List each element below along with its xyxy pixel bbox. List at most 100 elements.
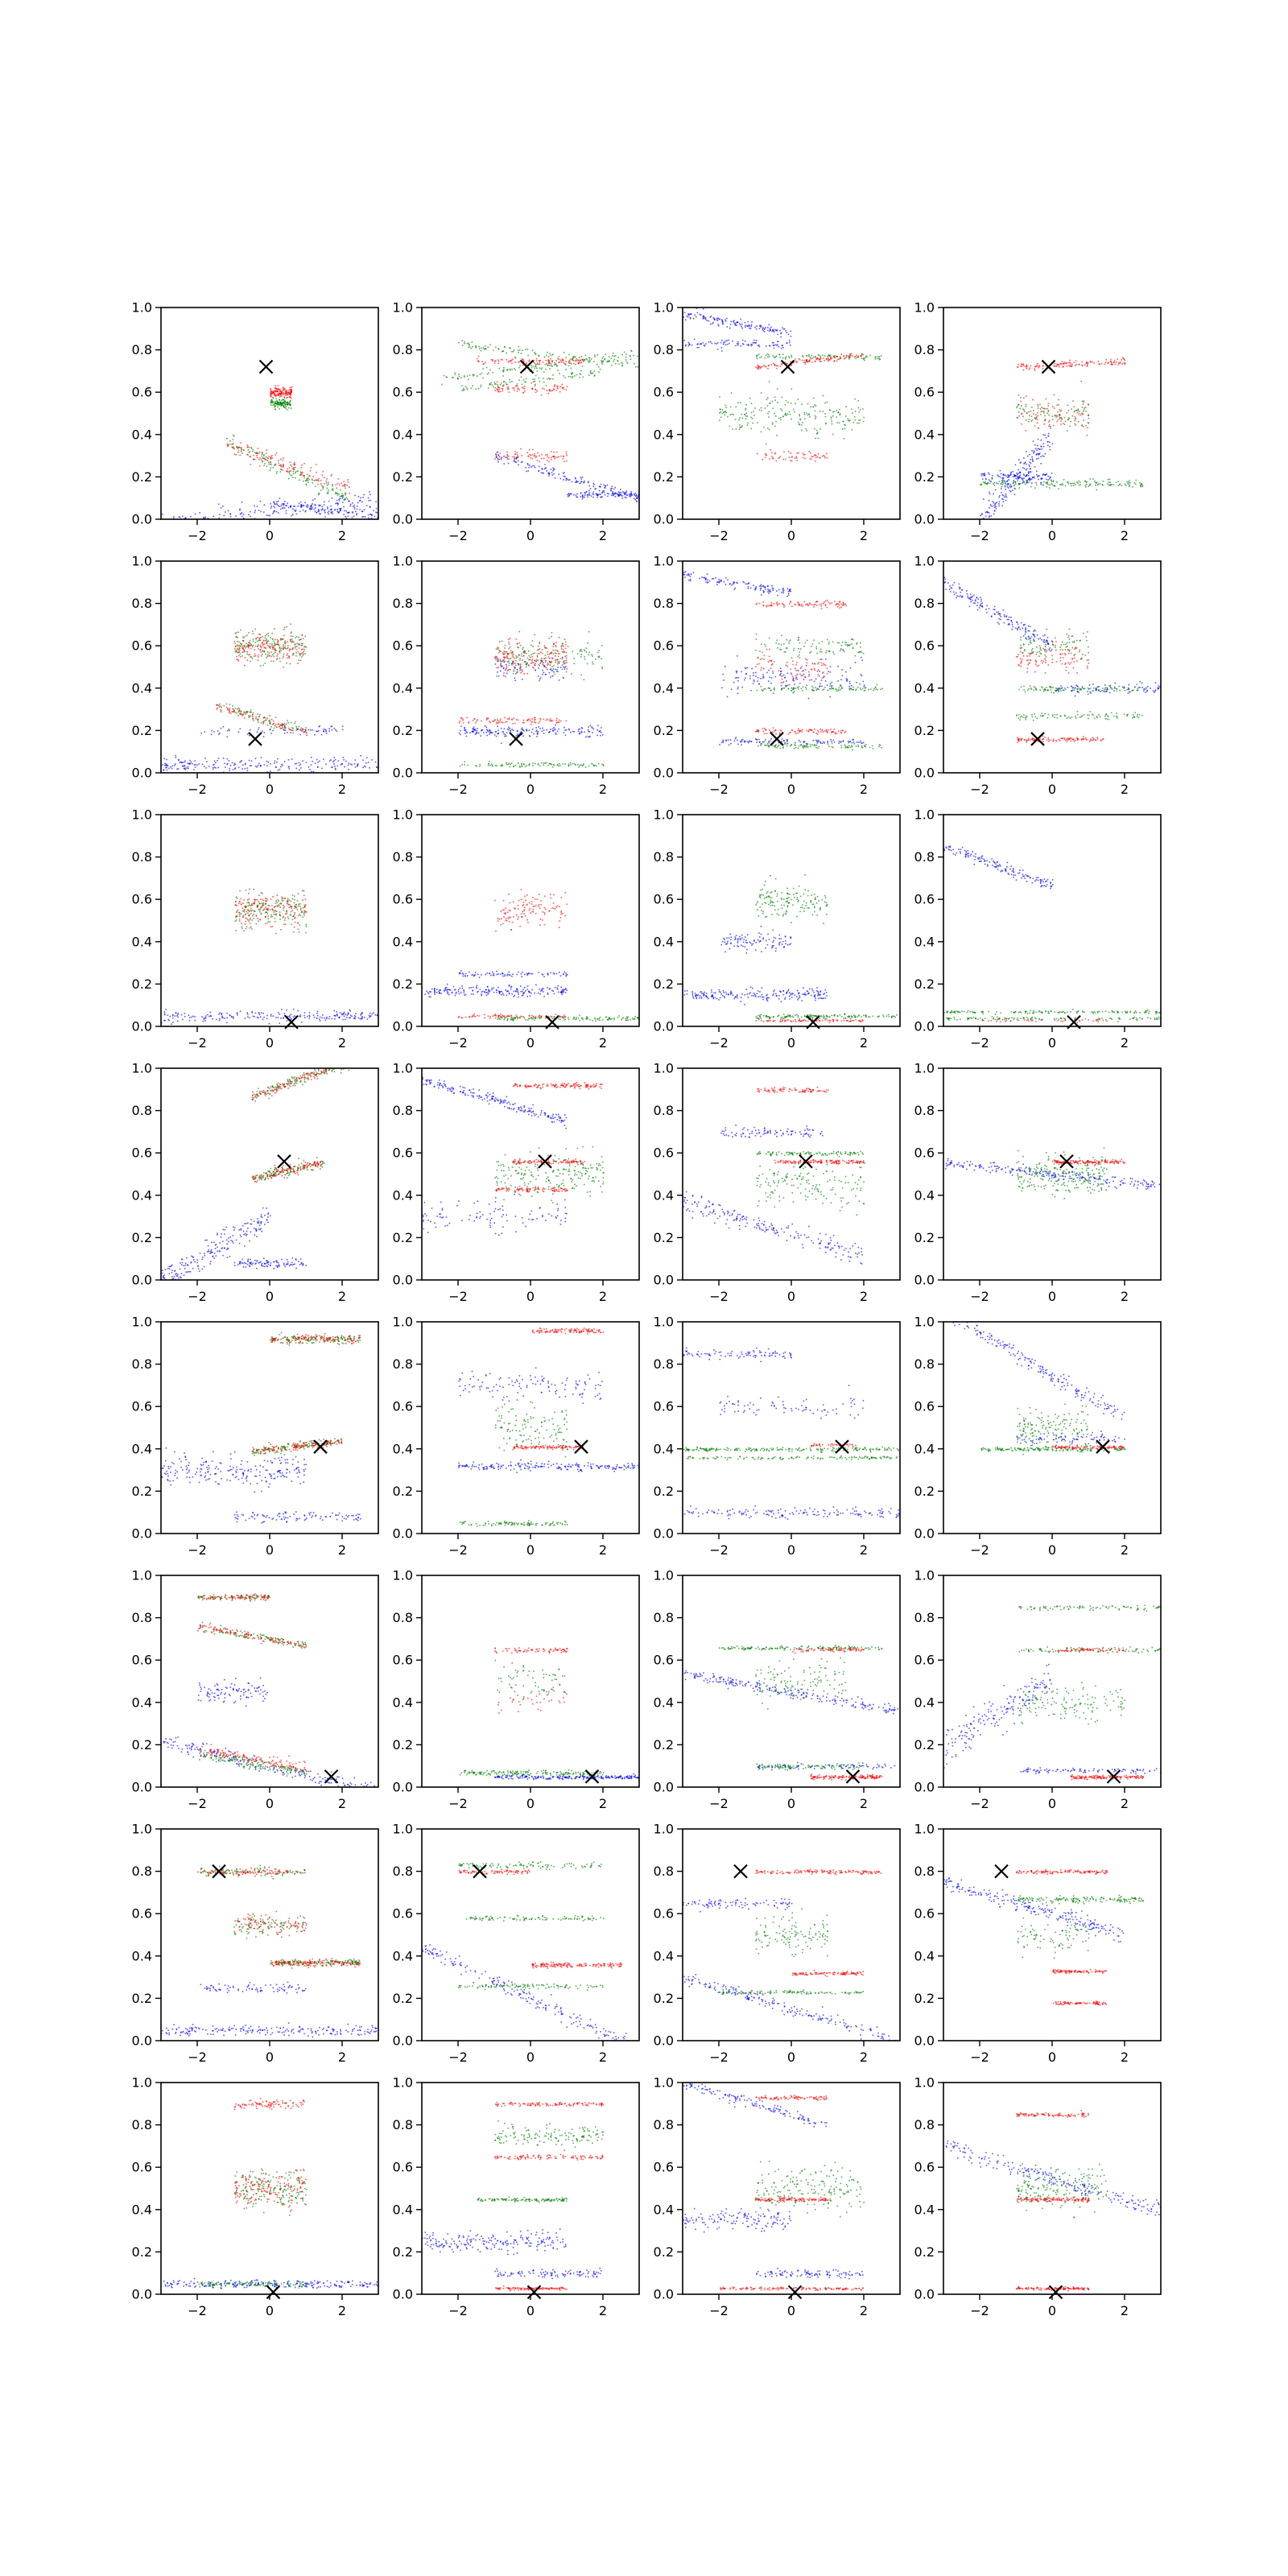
data-point [790,460,791,461]
data-point [597,494,598,496]
data-point [1008,476,1010,478]
data-point [836,409,838,411]
data-point [515,660,517,662]
data-point [510,669,511,671]
data-point [531,349,534,352]
data-point [980,475,983,477]
data-point [1022,363,1025,365]
data-point [746,415,749,417]
data-point [466,716,468,718]
y-tick-label: 0.8 [132,342,152,357]
data-point [604,358,605,361]
data-point [258,762,260,765]
data-point [317,479,319,481]
data-point [783,451,785,453]
data-point [224,762,225,765]
data-point [597,354,599,356]
data-point [361,501,363,503]
data-point [733,582,735,584]
data-point [514,389,515,391]
data-point [758,365,759,367]
data-point [512,351,514,353]
data-point [586,359,588,361]
data-point [755,328,758,330]
data-point [539,665,540,667]
data-point [511,456,514,458]
data-point [1026,479,1028,481]
data-point [203,517,204,519]
data-point [815,437,816,440]
data-point [193,764,196,766]
data-point [526,663,527,666]
data-point [806,430,808,431]
data-point [288,729,291,731]
data-point [575,356,576,358]
data-point [1039,452,1041,454]
data-point [993,502,995,504]
data-point [279,639,282,641]
data-point [1030,415,1033,418]
data-point [261,452,263,453]
data-point [824,415,827,418]
data-point [588,374,590,376]
data-point [1032,460,1034,463]
data-point [1054,365,1055,367]
data-point [1034,487,1036,489]
data-point [307,504,308,506]
data-point [861,353,863,356]
data-point [559,763,560,765]
data-point [320,513,321,515]
data-point [497,733,499,734]
data-point [292,732,294,734]
data-point [274,464,275,467]
data-point [737,341,739,343]
data-point [340,489,341,491]
data-point [1026,481,1029,482]
data-point [266,645,269,646]
data-point [816,433,818,435]
data-point [354,494,356,497]
data-point [335,502,336,505]
data-point [1036,365,1038,367]
data-point [1050,427,1051,429]
data-point [1044,434,1046,436]
data-point [1028,478,1030,480]
data-point [574,477,576,479]
data-point [522,460,523,463]
data-point [737,321,739,324]
data-point [497,388,498,390]
data-point [804,361,807,363]
data-point [188,767,189,770]
data-point [592,763,594,766]
data-point [547,359,549,361]
data-point [285,510,287,512]
data-point [804,457,807,460]
data-point [446,376,448,378]
data-point [725,411,728,414]
data-point [226,438,228,440]
data-point [710,316,712,317]
data-point [291,514,293,517]
data-point [168,767,170,770]
data-point [998,496,1000,498]
data-point [702,315,704,317]
data-point [478,361,480,362]
data-point [325,733,328,734]
y-tick-label: 0.4 [132,427,152,442]
data-point [621,353,623,356]
data-point [517,671,518,673]
data-point [611,485,613,487]
data-point [275,387,276,389]
data-point [507,388,510,390]
data-point [1140,485,1141,488]
data-point [238,641,240,643]
data-point [494,731,497,733]
data-point [534,664,535,666]
data-point [511,654,514,657]
data-point [286,403,287,406]
data-point [876,357,878,360]
data-point [497,719,498,720]
data-point [585,647,588,649]
data-point [602,356,605,357]
data-point [833,356,836,358]
